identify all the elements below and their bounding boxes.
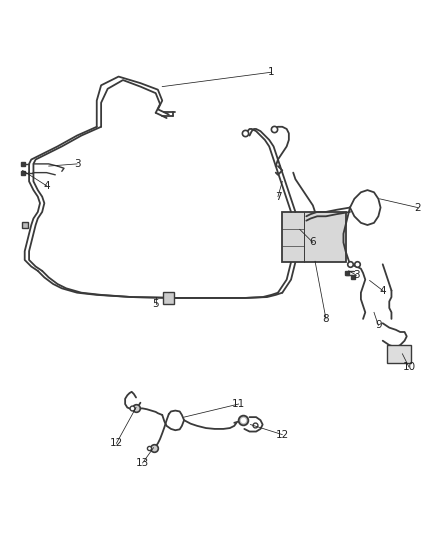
Text: 13: 13 xyxy=(136,458,149,468)
Text: 2: 2 xyxy=(414,203,421,213)
Text: 5: 5 xyxy=(152,298,159,309)
Text: 11: 11 xyxy=(232,399,245,409)
Bar xyxy=(283,212,346,262)
Text: 12: 12 xyxy=(276,430,289,440)
Text: 10: 10 xyxy=(403,362,416,372)
Text: 4: 4 xyxy=(43,181,50,191)
Text: 1: 1 xyxy=(268,67,275,77)
Text: 9: 9 xyxy=(375,320,381,330)
Text: 7: 7 xyxy=(275,192,281,201)
Text: 3: 3 xyxy=(74,159,81,169)
Text: 4: 4 xyxy=(379,286,386,295)
Text: 6: 6 xyxy=(310,238,316,247)
Text: 8: 8 xyxy=(323,314,329,324)
Text: 12: 12 xyxy=(110,438,123,448)
Bar xyxy=(387,345,411,362)
Text: 3: 3 xyxy=(353,270,360,280)
Bar xyxy=(163,292,174,304)
